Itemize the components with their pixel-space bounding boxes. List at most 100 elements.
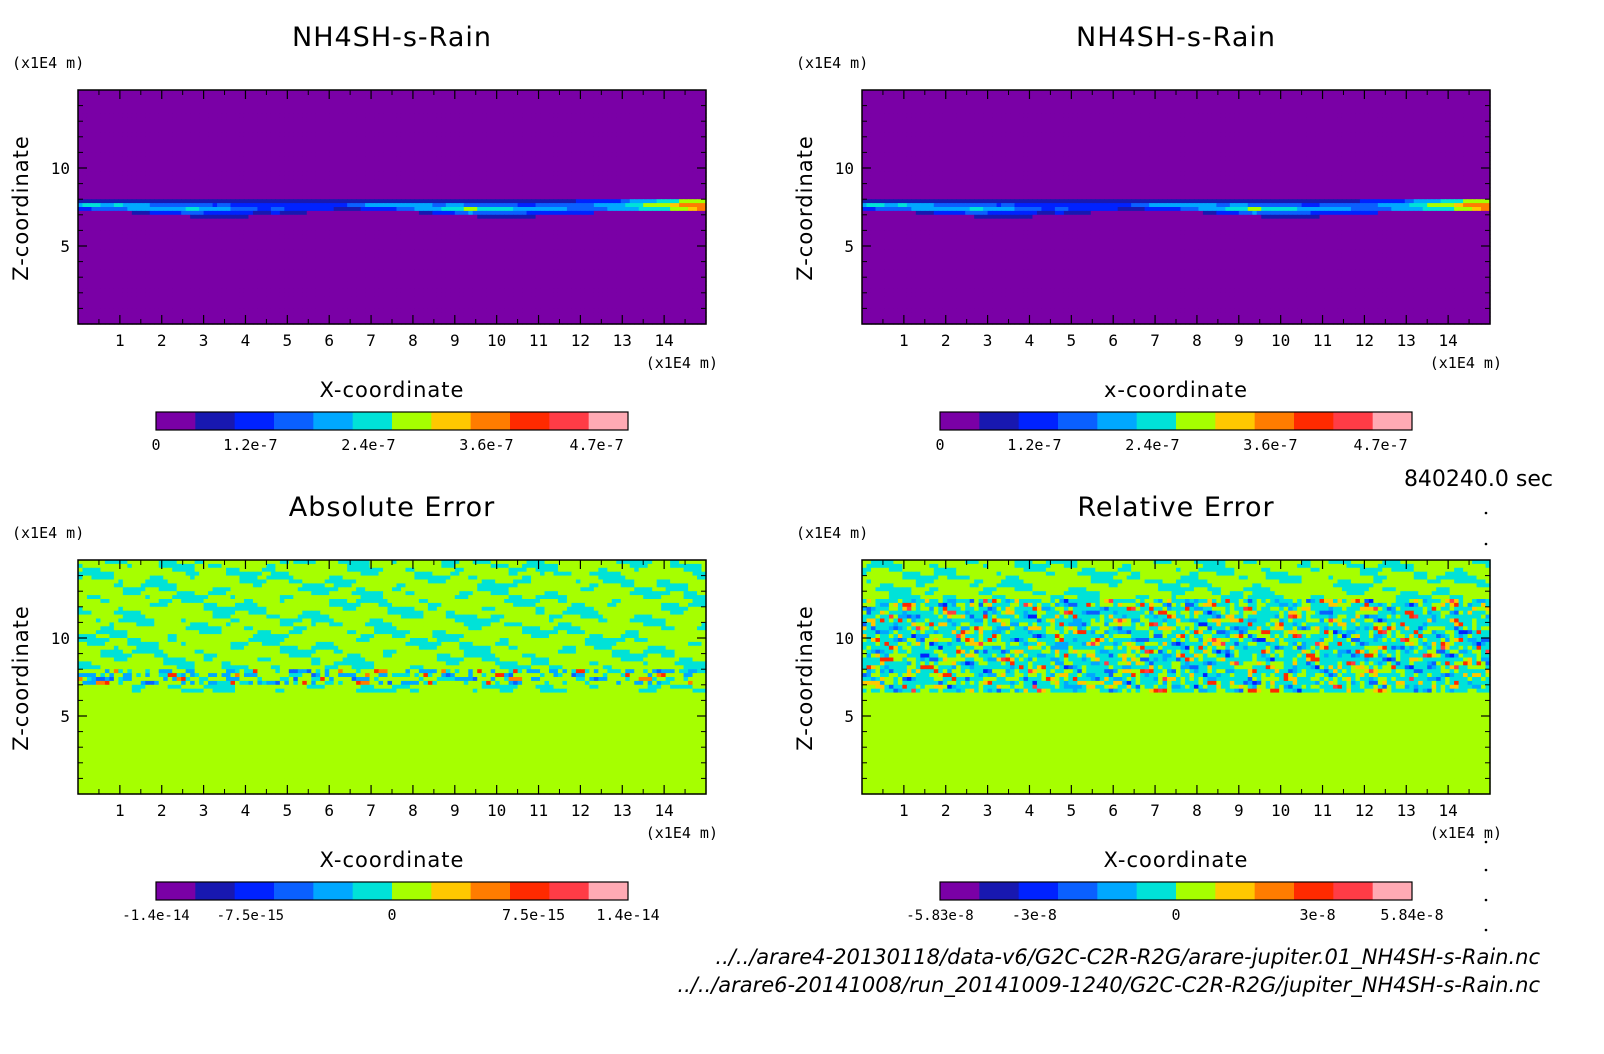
field-cell [428, 180, 433, 185]
field-cell [410, 110, 415, 115]
field-cell [612, 141, 617, 146]
field-cell [361, 94, 366, 99]
field-cell [441, 145, 446, 150]
field-cell [338, 160, 343, 165]
field-cell [222, 121, 227, 126]
field-cell [486, 160, 491, 165]
field-cell [217, 152, 222, 157]
field-cell [639, 219, 644, 224]
field-cell [513, 106, 518, 111]
field-cell [486, 156, 491, 161]
field-cell [136, 164, 141, 169]
field-cell [352, 152, 357, 157]
field-cell [136, 98, 141, 103]
field-cell [118, 219, 123, 224]
field-cell [531, 125, 536, 130]
field-cell [477, 188, 482, 193]
field-cell [527, 152, 532, 157]
field-cell [585, 184, 590, 189]
field-cell [145, 117, 150, 122]
field-cell [441, 133, 446, 138]
field-cell [675, 98, 680, 103]
field-cell [105, 195, 110, 200]
field-cell [365, 121, 370, 126]
field-cell [136, 199, 141, 204]
field-cell [540, 184, 545, 189]
field-cell [262, 125, 267, 130]
field-cell [132, 219, 137, 224]
field-cell [630, 152, 635, 157]
field-cell [177, 176, 182, 181]
field-cell [347, 137, 352, 142]
field-cell [527, 184, 532, 189]
field-cell [275, 184, 280, 189]
field-cell [549, 149, 554, 154]
field-cell [666, 110, 671, 115]
field-cell [127, 102, 132, 107]
field-cell [78, 137, 83, 142]
field-cell [141, 195, 146, 200]
field-cell [141, 188, 146, 193]
field-cell [190, 180, 195, 185]
field-cell [531, 133, 536, 138]
field-cell [199, 203, 204, 208]
field-cell [127, 172, 132, 177]
field-cell [114, 164, 119, 169]
field-cell [208, 203, 213, 208]
field-cell [607, 168, 612, 173]
field-cell [679, 207, 684, 212]
field-cell [401, 188, 406, 193]
field-cell [118, 156, 123, 161]
field-cell [257, 160, 262, 165]
field-cell [374, 207, 379, 212]
field-cell [370, 117, 375, 122]
field-cell [343, 160, 348, 165]
field-cell [91, 211, 96, 216]
field-cell [639, 215, 644, 220]
field-cell [334, 199, 339, 204]
field-cell [257, 117, 262, 122]
field-cell [361, 191, 366, 196]
field-cell [365, 98, 370, 103]
field-cell [625, 121, 630, 126]
field-cell [423, 98, 428, 103]
field-cell [607, 160, 612, 165]
field-cell [217, 98, 222, 103]
field-cell [652, 207, 657, 212]
field-cell [141, 168, 146, 173]
field-cell [132, 106, 137, 111]
field-cell [280, 137, 285, 142]
field-cell [540, 223, 545, 228]
field-cell [688, 133, 693, 138]
field-cell [558, 180, 563, 185]
field-cell [652, 133, 657, 138]
field-cell [379, 180, 384, 185]
field-cell [168, 199, 173, 204]
field-cell [347, 176, 352, 181]
field-cell [177, 149, 182, 154]
field-cell [338, 125, 343, 130]
field-cell [612, 168, 617, 173]
field-cell [545, 188, 550, 193]
field-cell [549, 203, 554, 208]
field-cell [172, 219, 177, 224]
field-cell [598, 215, 603, 220]
field-cell [603, 121, 608, 126]
field-cell [571, 188, 576, 193]
field-cell [643, 191, 648, 196]
field-cell [186, 160, 191, 165]
field-cell [648, 195, 653, 200]
field-cell [213, 191, 218, 196]
field-cell [571, 164, 576, 169]
field-cell [455, 207, 460, 212]
field-cell [190, 195, 195, 200]
field-cell [450, 180, 455, 185]
field-cell [558, 117, 563, 122]
field-cell [186, 125, 191, 130]
field-cell [235, 219, 240, 224]
field-cell [688, 223, 693, 228]
field-cell [513, 145, 518, 150]
field-cell [464, 160, 469, 165]
field-cell [630, 191, 635, 196]
field-cell [679, 94, 684, 99]
